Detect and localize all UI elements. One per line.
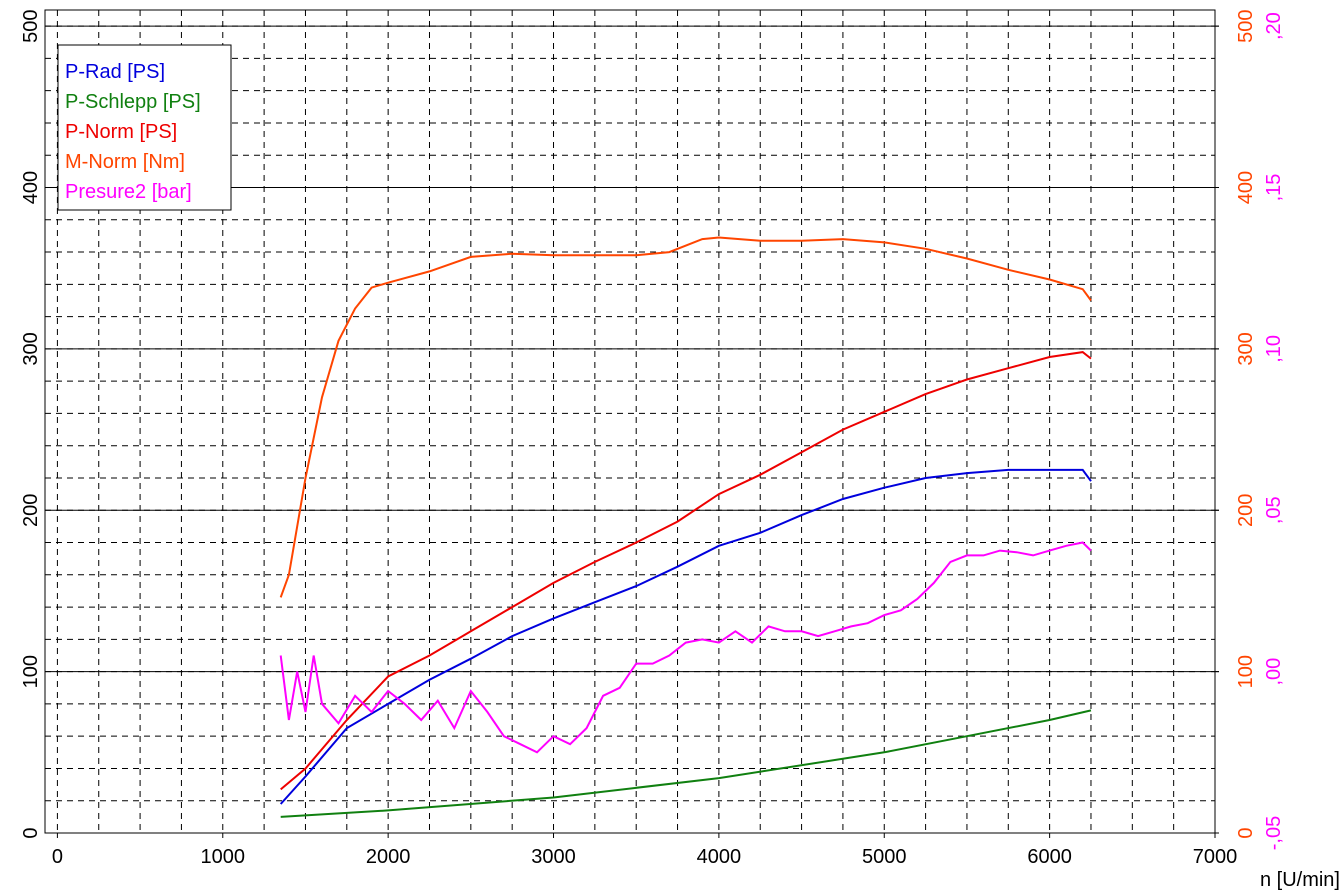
series-line [280,351,1092,791]
series-line [279,468,1092,805]
x-tick-label: 5000 [862,846,907,868]
y2-tick-label: 300 [1235,332,1257,365]
x-axis-label: n [U/min] [1260,869,1340,891]
series-line [280,709,1092,818]
y3-tick-label: ,00 [1263,658,1285,686]
legend-entry: P-Rad [PS] [65,61,165,83]
y3-tick-label: -,05 [1263,816,1285,850]
x-tick-label: 0 [52,846,63,868]
x-tick-label: 3000 [531,846,576,868]
legend-entry: M-Norm [Nm] [65,151,185,173]
legend-entry: P-Norm [PS] [65,121,177,143]
y-tick-label: 300 [20,332,42,365]
y3-tick-label: ,05 [1263,496,1285,524]
y3-tick-label: ,20 [1263,12,1285,40]
y2-tick-label: 400 [1235,171,1257,204]
y2-tick-label: 200 [1235,494,1257,527]
series-line [279,236,1092,598]
x-tick-label: 2000 [366,846,411,868]
y3-tick-label: ,15 [1263,174,1285,202]
y-tick-label: 200 [20,494,42,527]
y2-tick-label: 500 [1235,9,1257,42]
x-tick-label: 7000 [1193,846,1238,868]
y-tick-label: 400 [20,171,42,204]
plot-frame [44,9,1216,834]
legend-box [57,44,232,211]
y-tick-label: 0 [20,827,42,838]
x-tick-label: 4000 [697,846,742,868]
series-line [279,541,1092,754]
x-tick-label: 6000 [1027,846,1072,868]
x-tick-label: 1000 [201,846,246,868]
legend-entry: Presure2 [bar] [65,181,192,203]
y2-tick-label: 0 [1235,827,1257,838]
legend-entry: P-Schlepp [PS] [65,91,201,113]
y-tick-label: 100 [20,655,42,688]
y3-tick-label: ,10 [1263,335,1285,363]
y2-tick-label: 100 [1235,655,1257,688]
y-tick-label: 500 [20,9,42,42]
